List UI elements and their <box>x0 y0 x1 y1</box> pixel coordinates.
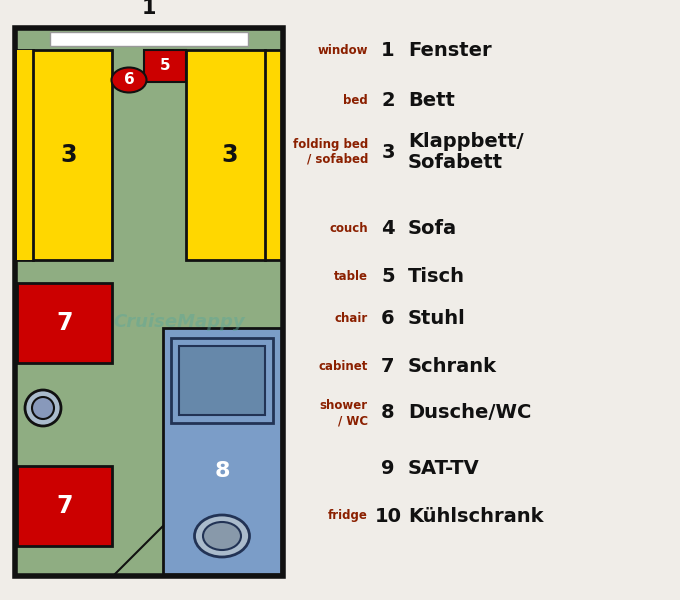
Bar <box>163 328 281 574</box>
Text: 3: 3 <box>381 142 395 161</box>
Text: 9: 9 <box>381 458 395 478</box>
Bar <box>17 50 33 260</box>
Text: window: window <box>318 43 368 56</box>
Text: Sofa: Sofa <box>408 218 457 238</box>
Text: bed: bed <box>343 94 368 107</box>
Ellipse shape <box>194 515 250 557</box>
Text: fridge: fridge <box>328 509 368 523</box>
Text: 10: 10 <box>375 506 401 526</box>
Ellipse shape <box>25 390 61 426</box>
Text: SAT-TV: SAT-TV <box>408 458 480 478</box>
Text: table: table <box>334 269 368 283</box>
Text: 4: 4 <box>381 218 395 238</box>
Text: 7: 7 <box>56 494 73 518</box>
Text: couch: couch <box>329 221 368 235</box>
Ellipse shape <box>112 67 146 92</box>
Text: 5: 5 <box>160 58 170 73</box>
Text: Schrank: Schrank <box>408 356 497 376</box>
Bar <box>179 346 265 415</box>
Text: 5: 5 <box>381 266 395 286</box>
Text: CruiseMappy: CruiseMappy <box>113 313 245 331</box>
Text: 7: 7 <box>381 356 395 376</box>
Text: Bett: Bett <box>408 91 455 109</box>
Text: cabinet: cabinet <box>319 359 368 373</box>
Text: 2: 2 <box>381 91 395 109</box>
Text: 3: 3 <box>61 143 77 167</box>
Text: Fenster: Fenster <box>408 40 492 59</box>
Text: Kühlschrank: Kühlschrank <box>408 506 543 526</box>
Text: 1: 1 <box>381 40 395 59</box>
Bar <box>171 338 273 423</box>
Bar <box>50 32 248 46</box>
Text: 6: 6 <box>124 73 135 88</box>
Bar <box>144 50 186 82</box>
Text: Klappbett/
Sofabett: Klappbett/ Sofabett <box>408 132 524 172</box>
Ellipse shape <box>32 397 54 419</box>
Text: Stuhl: Stuhl <box>408 308 466 328</box>
Text: folding bed
/ sofabed: folding bed / sofabed <box>293 138 368 166</box>
Text: Tisch: Tisch <box>408 266 465 286</box>
Text: 8: 8 <box>214 461 230 481</box>
Text: Dusche/WC: Dusche/WC <box>408 403 531 422</box>
Text: 8: 8 <box>381 403 395 422</box>
Text: chair: chair <box>335 311 368 325</box>
Text: shower
/ WC: shower / WC <box>320 399 368 427</box>
Text: 6: 6 <box>381 308 395 328</box>
Bar <box>15 28 283 576</box>
Text: 1: 1 <box>141 0 156 18</box>
Text: 3: 3 <box>221 143 238 167</box>
Bar <box>186 50 281 260</box>
Bar <box>17 466 112 546</box>
Text: 7: 7 <box>56 311 73 335</box>
Bar <box>17 50 112 260</box>
Bar <box>17 283 112 363</box>
Ellipse shape <box>203 522 241 550</box>
